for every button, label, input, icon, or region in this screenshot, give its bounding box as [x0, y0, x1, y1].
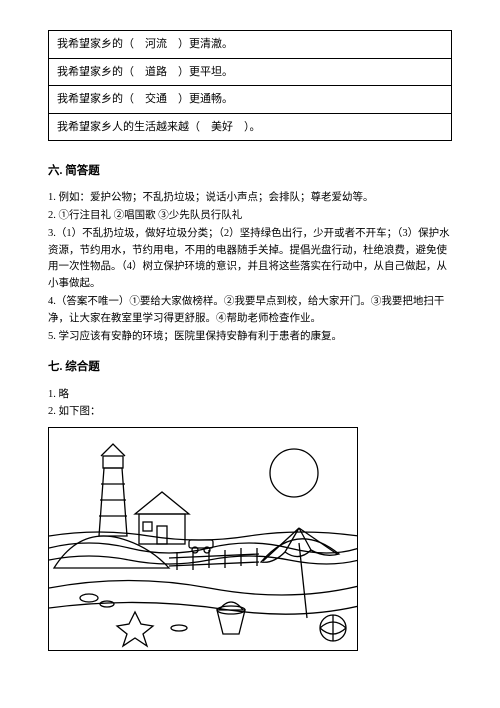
house-door: [157, 526, 167, 544]
sun-icon: [270, 449, 318, 497]
lighthouse-roof: [101, 444, 125, 456]
wish-prefix: 我希望家乡的（: [57, 93, 134, 105]
wishes-table: 我希望家乡的（ 河流 ）更清澈。 我希望家乡的（ 道路 ）更平坦。 我希望家乡的…: [48, 30, 452, 141]
wave-line: [49, 556, 358, 564]
answer-item: 2. 如下图：: [48, 404, 452, 421]
house-roof: [135, 492, 189, 514]
answer-item: 5. 学习应该有安静的环境；医院里保持安静有利于患者的康复。: [48, 329, 452, 346]
section6-answers: 1. 例如：爱护公物；不乱扔垃圾；说话小声点；会排队；尊老爱幼等。 2. ①行注…: [48, 190, 452, 345]
section7-heading: 七. 综合题: [48, 359, 452, 376]
wish-cell: 我希望家乡人的生活越来越（ 美好 ）。: [49, 113, 452, 141]
beach-line: [49, 581, 358, 596]
table-row: 我希望家乡的（ 道路 ）更平坦。: [49, 58, 452, 86]
wish-answer: 美好: [211, 121, 233, 133]
beach-svg: [49, 428, 358, 651]
wish-cell: 我希望家乡的（ 交通 ）更通畅。: [49, 86, 452, 114]
table-row: 我希望家乡的（ 交通 ）更通畅。: [49, 86, 452, 114]
answer-item: 1. 略: [48, 387, 452, 404]
pebble: [171, 625, 187, 631]
wish-suffix: ）。: [244, 121, 261, 133]
wish-suffix: ）更平坦。: [178, 66, 233, 78]
bucket-icon: [217, 602, 245, 634]
table-row: 我希望家乡人的生活越来越（ 美好 ）。: [49, 113, 452, 141]
section6-heading: 六. 简答题: [48, 163, 452, 180]
answer-item: 1. 例如：爱护公物；不乱扔垃圾；说话小声点；会排队；尊老爱幼等。: [48, 190, 452, 207]
lighthouse-top: [103, 456, 123, 468]
wish-answer: 河流: [145, 38, 167, 50]
answer-item: 4.（答案不唯一）①要给大家做榜样。②我要早点到校，给大家开门。③我要把地扫干净…: [48, 294, 452, 328]
wish-suffix: ）更通畅。: [178, 93, 233, 105]
beach-line: [49, 603, 358, 615]
wish-prefix: 我希望家乡人的生活越来越（: [57, 121, 200, 133]
wish-suffix: ）更清澈。: [178, 38, 233, 50]
starfish-icon: [117, 612, 153, 646]
wish-prefix: 我希望家乡的（: [57, 38, 134, 50]
wish-answer: 交通: [145, 93, 167, 105]
section7-answers: 1. 略 2. 如下图：: [48, 387, 452, 422]
answer-item: 3.（1）不乱扔垃圾，做好垃圾分类；（2）坚持绿色出行，少开或者不开车；（3）保…: [48, 226, 452, 293]
wish-cell: 我希望家乡的（ 道路 ）更平坦。: [49, 58, 452, 86]
umbrella-icon: [261, 528, 339, 618]
lighthouse-body: [99, 468, 127, 536]
pebble: [100, 601, 114, 607]
answer-item: 2. ①行注目礼 ②唱国歌 ③少先队员行队礼: [48, 208, 452, 225]
wish-prefix: 我希望家乡的（: [57, 66, 134, 78]
ball-icon: [320, 615, 346, 641]
wish-cell: 我希望家乡的（ 河流 ）更清澈。: [49, 31, 452, 59]
wish-answer: 道路: [145, 66, 167, 78]
car-icon: [189, 540, 213, 553]
beach-illustration: [48, 427, 358, 651]
house-window: [143, 522, 152, 531]
pebble: [80, 594, 98, 602]
table-row: 我希望家乡的（ 河流 ）更清澈。: [49, 31, 452, 59]
